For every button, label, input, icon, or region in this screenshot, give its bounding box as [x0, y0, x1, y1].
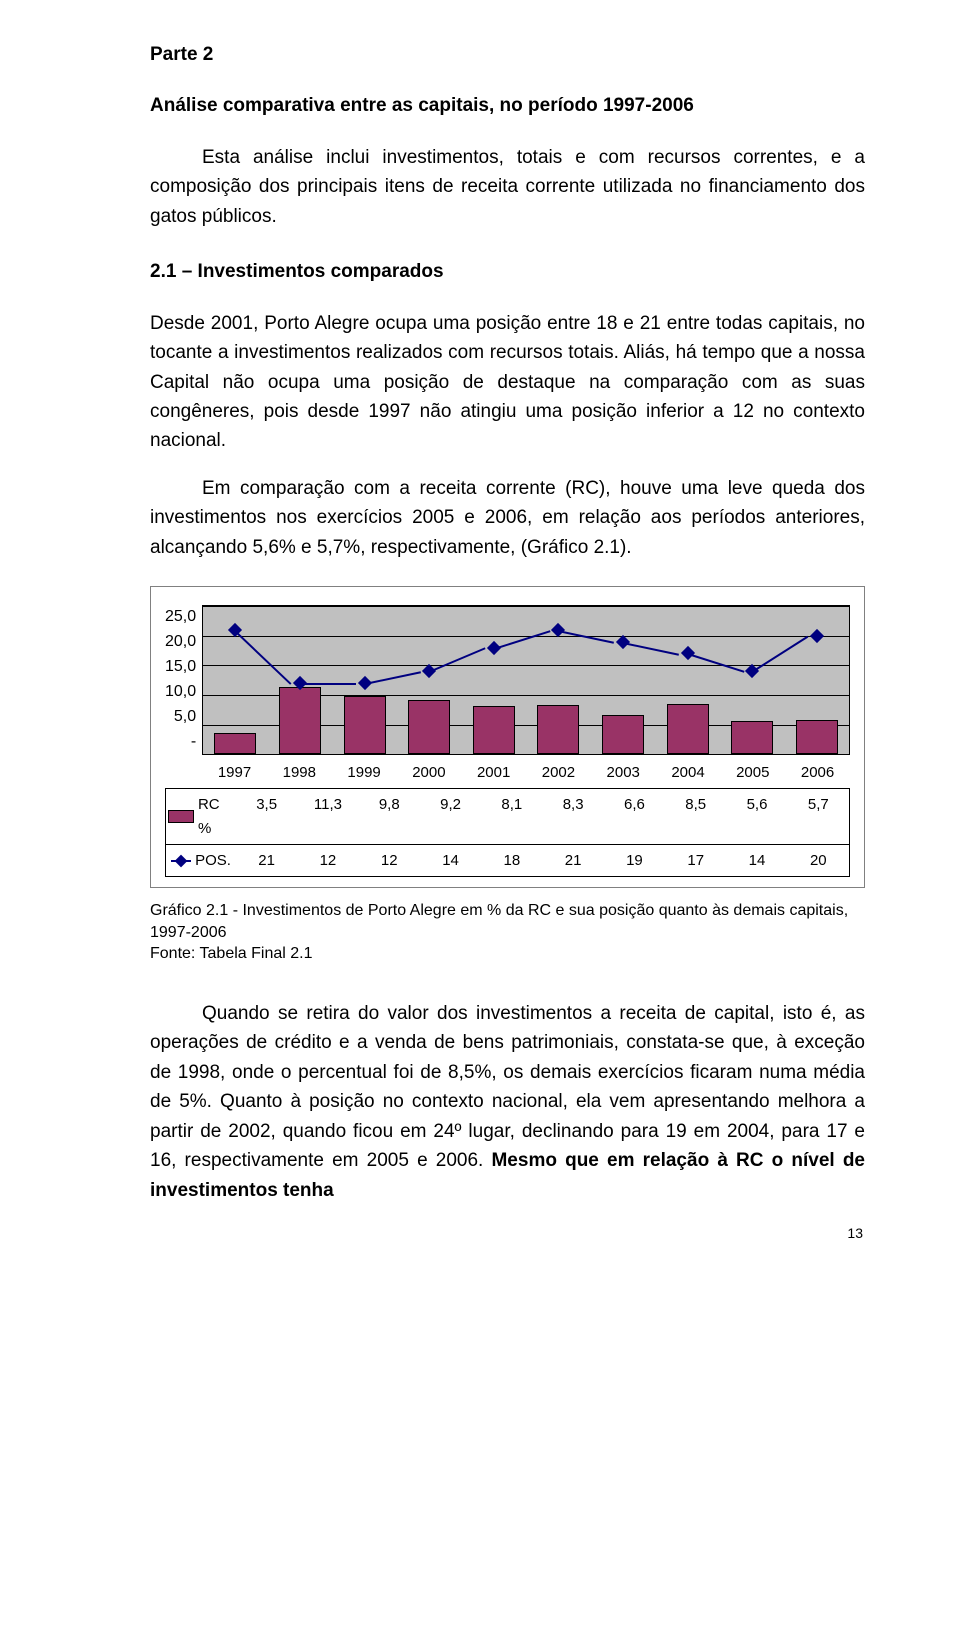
x-tick-label: 2005 [720, 759, 785, 786]
x-tick-label: 1999 [332, 759, 397, 786]
chart-bar [796, 720, 838, 754]
y-tick-label: 25,0 [165, 605, 196, 630]
pos-value-cell: 20 [788, 844, 849, 876]
legend-rc: RC % [166, 788, 236, 844]
rc-value-cell: 9,8 [359, 788, 420, 844]
paragraph-3: Em comparação com a receita corrente (RC… [150, 474, 865, 562]
x-tick-label: 2002 [526, 759, 591, 786]
chart-bar [731, 721, 773, 754]
x-tick-label: 1997 [202, 759, 267, 786]
chart-marker [487, 640, 501, 654]
pos-value-cell: 17 [665, 844, 726, 876]
y-tick-label: - [165, 730, 196, 755]
page-number: 13 [150, 1223, 865, 1245]
y-axis-labels: 25,020,015,010,05,0- [165, 605, 202, 755]
paragraph-2: Desde 2001, Porto Alegre ocupa uma posiç… [150, 309, 865, 456]
x-axis-labels: 1997199819992000200120022003200420052006 [202, 755, 850, 786]
legend-pos: POS. [166, 844, 236, 876]
section-title: Análise comparativa entre as capitais, n… [150, 91, 865, 120]
subsection-title: 2.1 – Investimentos comparados [150, 257, 865, 286]
chart-bar [408, 700, 450, 754]
pos-row: POS. 21121214182119171420 [166, 844, 849, 876]
x-tick-label: 2003 [591, 759, 656, 786]
pos-value-cell: 14 [726, 844, 787, 876]
y-tick-label: 15,0 [165, 655, 196, 680]
y-tick-label: 20,0 [165, 630, 196, 655]
x-tick-label: 1998 [267, 759, 332, 786]
chart-caption: Gráfico 2.1 - Investimentos de Porto Ale… [150, 900, 865, 965]
chart-container: 25,020,015,010,05,0- 1997199819992000200… [150, 586, 865, 888]
rc-value-cell: 5,7 [788, 788, 849, 844]
caption-line1: Gráfico 2.1 - Investimentos de Porto Ale… [150, 902, 848, 941]
pos-value-cell: 18 [481, 844, 542, 876]
rc-value-cell: 8,1 [481, 788, 542, 844]
intro-paragraph: Esta análise inclui investimentos, totai… [150, 143, 865, 231]
caption-line2: Fonte: Tabela Final 2.1 [150, 945, 312, 962]
x-tick-label: 2000 [396, 759, 461, 786]
chart-bar [473, 706, 515, 754]
legend-pos-label: POS. [195, 849, 231, 872]
pos-value-cell: 12 [359, 844, 420, 876]
rc-value-cell: 5,6 [726, 788, 787, 844]
chart-bar [537, 705, 579, 754]
rc-value-cell: 9,2 [420, 788, 481, 844]
chart-bar [214, 733, 256, 754]
rc-row: RC % 3,511,39,89,28,18,36,68,55,65,7 [166, 788, 849, 844]
rc-value-cell: 11,3 [297, 788, 358, 844]
legend-rc-label: RC % [198, 793, 234, 840]
paragraph-4: Quando se retira do valor dos investimen… [150, 999, 865, 1205]
p4-normal: Quando se retira do valor dos investimen… [150, 1003, 865, 1171]
chart-bar [344, 696, 386, 754]
pos-value-cell: 12 [297, 844, 358, 876]
pos-value-cell: 21 [236, 844, 297, 876]
rc-value-cell: 8,5 [665, 788, 726, 844]
plot-area [202, 605, 850, 755]
pos-value-cell: 14 [420, 844, 481, 876]
rc-value-cell: 6,6 [604, 788, 665, 844]
pos-value-cell: 21 [542, 844, 603, 876]
chart-marker [810, 629, 824, 643]
rc-value-cell: 3,5 [236, 788, 297, 844]
rc-value-cell: 8,3 [542, 788, 603, 844]
chart-marker [358, 676, 372, 690]
chart-bar [602, 715, 644, 754]
x-tick-label: 2004 [656, 759, 721, 786]
x-tick-label: 2001 [461, 759, 526, 786]
chart-marker [680, 646, 694, 660]
y-tick-label: 5,0 [165, 705, 196, 730]
chart-bar [279, 687, 321, 754]
y-tick-label: 10,0 [165, 680, 196, 705]
chart-bar [667, 704, 709, 754]
part-heading: Parte 2 [150, 40, 865, 69]
pos-value-cell: 19 [604, 844, 665, 876]
x-tick-label: 2006 [785, 759, 850, 786]
